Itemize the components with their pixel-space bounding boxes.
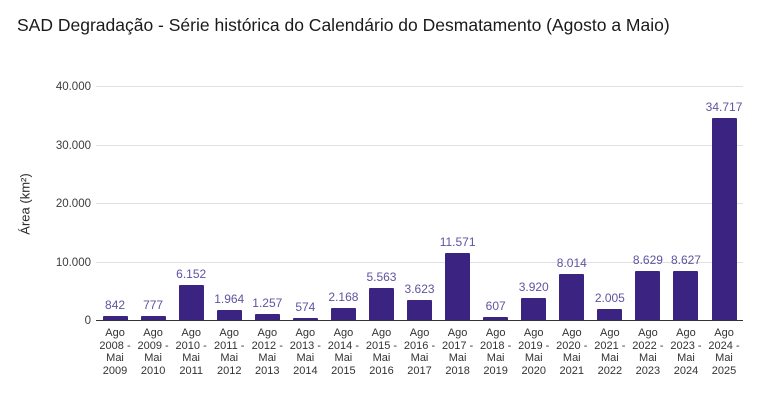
y-tick-label: 20.000	[55, 198, 91, 210]
bar-value-label: 1.257	[252, 295, 283, 310]
bar-value-label: 1.964	[214, 291, 245, 306]
bar-column: 34.717 Ago 2024 - Mai 2025	[705, 87, 743, 377]
bar[interactable]	[597, 309, 623, 321]
bar-value-label: 2.168	[328, 290, 359, 305]
x-tick-label: Ago 2016 - Mai 2017	[403, 327, 436, 377]
bar[interactable]	[330, 308, 356, 321]
bar-value-label: 8.629	[632, 252, 663, 267]
bar-column: 2.168 Ago 2014 - Mai 2015	[324, 87, 362, 376]
bar-column: 607 Ago 2018 - Mai 2019	[477, 87, 515, 376]
x-tick-label: Ago 2022 - Mai 2023	[632, 327, 664, 377]
bar-series: 842 Ago 2008 - Mai 2009 777 Ago 2009 - Mai 2010 6.…	[96, 87, 743, 377]
x-tick-label: Ago 2018 - Mai 2019	[480, 327, 512, 377]
bar[interactable]	[254, 313, 280, 321]
bar[interactable]	[559, 274, 585, 321]
bar-value-label: 3.623	[404, 281, 435, 296]
y-tick-label: 30.000	[55, 139, 91, 152]
bar-column: 8.014 Ago 2020 - Mai 2021	[553, 87, 591, 376]
bar[interactable]	[635, 270, 661, 321]
bar-value-label: 8.627	[670, 252, 701, 267]
y-tick-label: 40.000	[55, 81, 91, 93]
gridline	[96, 203, 743, 204]
bar-column: 6.152 Ago 2010 - Mai 2011	[172, 87, 210, 376]
y-tick-label: 0	[84, 315, 91, 327]
gridline	[96, 261, 743, 263]
x-tick-label: Ago 2015 - Mai 2016	[365, 327, 398, 377]
bar-value-label: 607	[485, 299, 506, 314]
bar-column: 777 Ago 2009 - Mai 2010	[134, 87, 172, 376]
bar[interactable]	[407, 299, 433, 321]
x-tick-label: Ago 2012 - Mai 2013	[251, 327, 283, 377]
bar[interactable]	[673, 270, 699, 321]
bar[interactable]	[216, 309, 242, 321]
x-tick-label: Ago 2014 - Mai 2015	[327, 327, 359, 377]
bar[interactable]	[178, 285, 204, 321]
bar[interactable]	[445, 253, 471, 321]
bar-column: 1.964 Ago 2011 - Mai 2012	[210, 87, 248, 377]
bar-column: 3.920 Ago 2019 - Mai 2020	[515, 87, 553, 376]
bar-column: 8.629 Ago 2022 - Mai 2023	[629, 87, 667, 377]
bar[interactable]	[521, 298, 547, 321]
x-tick-label: Ago 2023 - Mai 2024	[670, 327, 702, 377]
bar-value-label: 11.571	[439, 235, 476, 250]
bar[interactable]	[483, 317, 509, 321]
bar[interactable]	[102, 316, 128, 321]
plot-area: 842 Ago 2008 - Mai 2009 777 Ago 2009 - Mai 2010 6.…	[96, 86, 743, 377]
bar-value-label: 842	[105, 298, 126, 313]
x-tick-label: Ago 2020 - Mai 2021	[556, 327, 588, 377]
chart-title: SAD Degradação - Série histórica do Cale…	[17, 15, 670, 35]
bar[interactable]	[368, 288, 394, 321]
gridline	[96, 144, 743, 146]
bar-column: 5.563 Ago 2015 - Mai 2016	[362, 87, 400, 376]
x-tick-label: Ago 2021 - Mai 2022	[594, 327, 626, 377]
bar[interactable]	[711, 117, 737, 321]
bar-column: 842 Ago 2008 - Mai 2009	[96, 87, 134, 376]
bar-value-label: 5.563	[366, 270, 397, 285]
bar-column: 8.627 Ago 2023 - Mai 2024	[667, 87, 705, 377]
bar-column: 2.005 Ago 2021 - Mai 2022	[591, 87, 629, 376]
bar-value-label: 34.717	[705, 99, 743, 114]
bar-value-label: 6.152	[176, 267, 207, 282]
bar-value-label: 574	[295, 299, 316, 314]
y-axis: 0 10.000 20.000 30.000 40.000	[0, 81, 91, 327]
bar-column: 3.623 Ago 2016 - Mai 2017	[401, 87, 439, 377]
x-axis-line	[96, 320, 743, 321]
x-tick-label: Ago 2010 - Mai 2011	[175, 327, 207, 377]
y-tick-label: 10.000	[55, 256, 91, 269]
x-tick-label: Ago 2009 - Mai 2010	[137, 327, 169, 377]
x-tick-label: Ago 2024 - Mai 2025	[708, 327, 740, 377]
bar-value-label: 2.005	[594, 291, 625, 306]
bar-value-label: 3.920	[518, 280, 549, 295]
x-tick-label: Ago 2017 - Mai 2018	[441, 327, 474, 377]
bar-column: 574 Ago 2013 - Mai 2014	[286, 87, 324, 377]
x-tick-label: Ago 2019 - Mai 2020	[518, 327, 550, 377]
bar[interactable]	[140, 316, 166, 321]
bar-column: 1.257 Ago 2012 - Mai 2013	[248, 87, 286, 377]
bar[interactable]	[292, 317, 318, 321]
x-tick-label: Ago 2008 - Mai 2009	[99, 327, 131, 377]
bar-value-label: 777	[143, 298, 164, 313]
x-tick-label: Ago 2011 - Mai 2012	[214, 327, 245, 377]
bar-value-label: 8.014	[556, 256, 587, 271]
bar-column: 11.571 Ago 2017 - Mai 2018	[439, 87, 477, 376]
x-tick-label: Ago 2013 - Mai 2014	[289, 327, 321, 377]
gridline	[96, 86, 743, 87]
